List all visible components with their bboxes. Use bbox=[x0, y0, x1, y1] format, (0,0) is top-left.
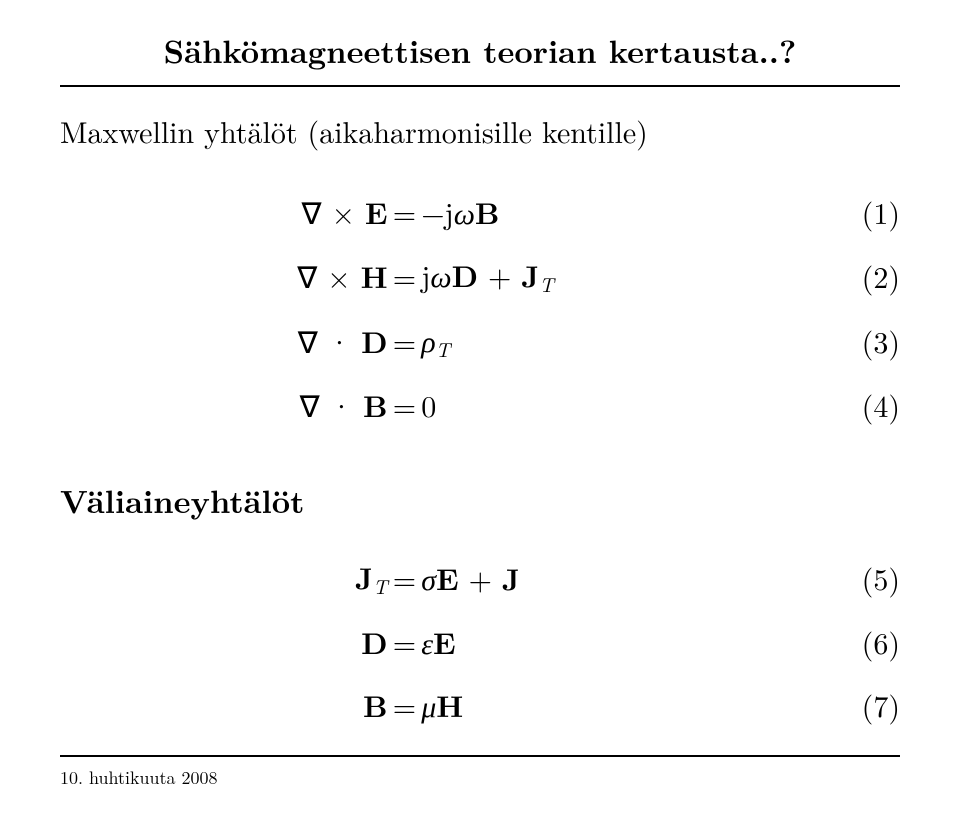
page-title: Sähkömagneettisen teorian kertausta..? bbox=[60, 28, 900, 73]
equation-number: (5) bbox=[648, 545, 900, 610]
constitutive-body: JT=σE + J(5)D=εE(6)B=μH(7) bbox=[60, 545, 900, 736]
page: Sähkömagneettisen teorian kertausta..? M… bbox=[0, 0, 960, 820]
equation-lhs: ∇ · B bbox=[60, 373, 388, 436]
constitutive-equations: JT=σE + J(5)D=εE(6)B=μH(7) bbox=[60, 545, 900, 736]
equation-row: D=εE(6) bbox=[60, 610, 900, 673]
maxwell-equations: ∇ × E=−jωB(1)∇ × H=jωD + JT(2)∇ · D=ρT(3… bbox=[60, 180, 900, 436]
equation-number: (3) bbox=[648, 308, 900, 373]
maxwell-body: ∇ × E=−jωB(1)∇ × H=jωD + JT(2)∇ · D=ρT(3… bbox=[60, 180, 900, 436]
footer: 10. huhtikuuta 2008 bbox=[60, 755, 900, 790]
equation-row: ∇ × H=jωD + JT(2) bbox=[60, 243, 900, 308]
equation-lhs: ∇ × E bbox=[60, 180, 388, 243]
equation-rhs: σE + J bbox=[421, 545, 648, 610]
equation-rhs: μH bbox=[421, 673, 648, 736]
equation-number: (1) bbox=[648, 180, 900, 243]
equation-number: (4) bbox=[648, 373, 900, 436]
equation-lhs: B bbox=[60, 673, 388, 736]
constitutive-heading: Väliaineyhtälöt bbox=[60, 478, 900, 523]
equation-equals: = bbox=[388, 308, 422, 373]
equation-equals: = bbox=[388, 180, 422, 243]
equation-equals: = bbox=[388, 610, 422, 673]
equation-number: (7) bbox=[648, 673, 900, 736]
equation-number: (2) bbox=[648, 243, 900, 308]
equation-rhs: −jωB bbox=[421, 180, 648, 243]
equation-rhs: εE bbox=[421, 610, 648, 673]
equation-row: ∇ · D=ρT(3) bbox=[60, 308, 900, 373]
equation-lhs: D bbox=[60, 610, 388, 673]
rule-bottom bbox=[60, 755, 900, 757]
footer-date: 10. huhtikuuta 2008 bbox=[60, 765, 900, 790]
equation-row: ∇ × E=−jωB(1) bbox=[60, 180, 900, 243]
equation-lhs: ∇ · D bbox=[60, 308, 388, 373]
equation-equals: = bbox=[388, 673, 422, 736]
equation-equals: = bbox=[388, 243, 422, 308]
equation-row: ∇ · B=0(4) bbox=[60, 373, 900, 436]
rule-top bbox=[60, 85, 900, 87]
equation-lhs: JT bbox=[60, 545, 388, 610]
equation-equals: = bbox=[388, 373, 422, 436]
equation-row: B=μH(7) bbox=[60, 673, 900, 736]
equation-row: JT=σE + J(5) bbox=[60, 545, 900, 610]
equation-lhs: ∇ × H bbox=[60, 243, 388, 308]
equation-rhs: ρT bbox=[421, 308, 648, 373]
equation-rhs: 0 bbox=[421, 373, 648, 436]
equation-number: (6) bbox=[648, 610, 900, 673]
equation-equals: = bbox=[388, 545, 422, 610]
subtitle: Maxwellin yhtälöt (aikaharmonisille kent… bbox=[60, 109, 900, 152]
equation-rhs: jωD + JT bbox=[421, 243, 648, 308]
